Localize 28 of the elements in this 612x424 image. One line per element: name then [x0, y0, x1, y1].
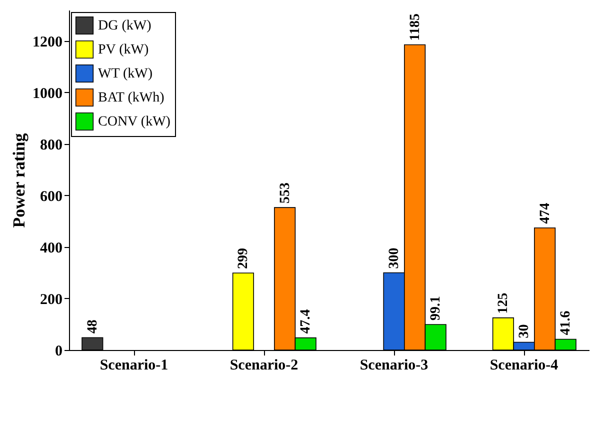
data-label: 125	[496, 292, 512, 314]
y-tick-label: 1200	[32, 34, 62, 50]
legend-label: WT (kW)	[98, 66, 153, 82]
y-axis-title: Power rating	[10, 132, 28, 228]
data-label: 99.1	[428, 296, 444, 320]
y-tick-label: 200	[40, 292, 62, 308]
y-tick-label: 800	[40, 137, 62, 154]
data-label: 30	[517, 324, 532, 338]
legend-label: DG (kW)	[98, 18, 152, 34]
legend-label: PV (kW)	[98, 42, 150, 58]
legend-label: BAT (kWh)	[98, 90, 165, 106]
data-label: 299	[236, 248, 252, 269]
data-label: 474	[538, 202, 553, 224]
x-tick-label: Scenario-4	[490, 358, 559, 374]
x-tick-label: Scenario-1	[100, 358, 168, 374]
x-tick-label: Scenario-3	[360, 358, 428, 374]
y-tick-label: 400	[40, 240, 62, 256]
y-tick-label: 0	[55, 344, 62, 360]
y-tick-label: 1000	[32, 86, 62, 102]
x-tick-label: Scenario-2	[230, 358, 298, 374]
data-label: 1185	[408, 14, 423, 41]
y-tick-label: 600	[40, 188, 62, 205]
data-label: 300	[387, 248, 402, 269]
data-label: 553	[278, 182, 293, 204]
data-label: 47.4	[298, 309, 314, 334]
data-label: 48	[85, 320, 100, 334]
legend-label: CONV (kW)	[98, 114, 171, 130]
data-label: 41.6	[558, 310, 574, 336]
